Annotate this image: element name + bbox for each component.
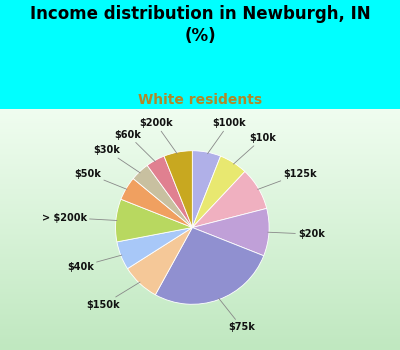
Text: $200k: $200k — [139, 118, 177, 154]
Wedge shape — [117, 228, 192, 269]
Wedge shape — [133, 166, 192, 228]
Wedge shape — [192, 208, 269, 256]
Wedge shape — [155, 228, 264, 304]
Text: > $200k: > $200k — [42, 212, 117, 223]
Text: $100k: $100k — [208, 118, 246, 154]
Text: $75k: $75k — [219, 298, 255, 332]
Text: $20k: $20k — [268, 229, 325, 239]
Wedge shape — [121, 178, 192, 228]
Text: $30k: $30k — [93, 145, 140, 173]
Wedge shape — [192, 156, 245, 228]
Wedge shape — [192, 151, 220, 228]
Text: White residents: White residents — [138, 93, 262, 107]
Text: $50k: $50k — [74, 169, 127, 189]
Text: Income distribution in Newburgh, IN
(%): Income distribution in Newburgh, IN (%) — [30, 5, 370, 46]
Wedge shape — [164, 151, 192, 228]
Wedge shape — [147, 156, 192, 228]
Text: $60k: $60k — [114, 130, 155, 162]
Text: $40k: $40k — [67, 255, 122, 272]
Text: $125k: $125k — [258, 169, 317, 189]
Wedge shape — [192, 172, 267, 228]
Text: $10k: $10k — [234, 133, 276, 164]
Wedge shape — [116, 199, 192, 242]
Text: $150k: $150k — [86, 282, 140, 310]
Wedge shape — [128, 228, 192, 295]
